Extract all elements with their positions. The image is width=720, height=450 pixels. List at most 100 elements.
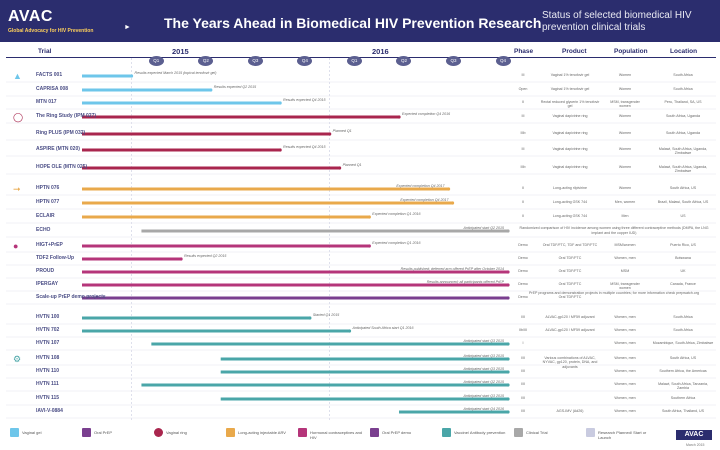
trial-population: MSM/women: [614, 242, 636, 247]
trial-location: South Africa, Uganda: [666, 130, 700, 135]
trial-population: Women: [618, 113, 632, 118]
population-column-header: Population: [614, 48, 648, 55]
trial-note: Anticipated start Q2 2015: [463, 380, 504, 384]
trial-location: Brazil, Malawi, South Africa, US: [657, 199, 709, 204]
trial-note: Anticipated start Q3 2015: [463, 339, 504, 343]
trial-location: Canada, France: [670, 281, 696, 286]
legend-label: Vaginal gel: [22, 430, 42, 435]
trial-bar: [82, 244, 370, 248]
footer-avac-logo: AVAC: [676, 430, 712, 440]
trial-note: Expected completion Q1 2016: [372, 241, 421, 245]
trial-location: South Africa: [673, 72, 693, 77]
status-subtitle: Status of selected biomedical HIV preven…: [542, 10, 692, 33]
trial-population: Women: [618, 146, 632, 151]
trial-end-marker: [367, 244, 371, 248]
trial-name: FACTS 001: [36, 72, 63, 78]
trial-name: CAPRISA 008: [36, 86, 69, 92]
avac-tagline: Global Advocacy for HIV Prevention: [8, 28, 94, 34]
trial-bar: [82, 215, 370, 219]
footer-date: March 2015: [686, 443, 705, 447]
legend-label: Clinical Trial: [526, 430, 548, 435]
trial-phase: III: [521, 113, 525, 118]
trial-population: Women, men: [614, 395, 636, 400]
trial-note: Expected completion Q4 2017: [400, 198, 449, 202]
trial-bar: [220, 397, 508, 401]
product-category-icon: ▲: [13, 71, 22, 81]
trial-note: Anticipated start Q3 2015: [463, 394, 504, 398]
trial-name: HVTN 110: [36, 368, 60, 374]
trial-product: Vaginal dapivirine ring: [552, 146, 588, 151]
trial-note: Anticipated start Q3 2015: [463, 367, 504, 371]
trial-population: Women, men: [614, 408, 636, 413]
trial-location: South Africa, US: [669, 185, 697, 190]
trial-bar: [82, 257, 182, 261]
trial-population: Men, women: [614, 199, 636, 204]
trial-phase: I/II: [521, 355, 525, 360]
trial-name: IPERGAY: [36, 281, 59, 287]
trial-bar: [82, 166, 340, 170]
trial-phase: IIIb: [520, 164, 526, 169]
trial-end-marker: [506, 283, 510, 287]
legend-swatch: [370, 428, 379, 437]
trial-product: Long-acting GSK 744: [552, 199, 588, 204]
trial-phase: I/II: [521, 408, 525, 413]
legend-swatch: [226, 428, 235, 437]
trial-end-marker: [506, 370, 510, 374]
trial-location: South Africa, Uganda: [666, 113, 700, 118]
trial-population: Women: [618, 185, 632, 190]
trial-end-marker: [179, 257, 183, 261]
trial-phase: I: [522, 340, 524, 345]
trial-location: South Africa: [673, 327, 693, 332]
trial-phase: III: [521, 146, 525, 151]
trial-name: The Ring Study (IPM 027): [36, 113, 97, 119]
trial-phase: II: [522, 213, 524, 218]
trial-population: MSM: [620, 268, 630, 273]
trial-note: Results expected Q4 2015: [283, 145, 326, 149]
trial-bar: [220, 357, 508, 361]
trial-end-marker: [278, 101, 282, 105]
trial-location: South Africa: [673, 86, 693, 91]
trial-product: Various combinations of ALVAC, NYVAC, gp…: [542, 355, 598, 369]
trial-bar: [82, 148, 281, 152]
trial-phase: II: [522, 185, 524, 190]
trial-population: Women, men: [614, 381, 636, 386]
legend-label: Vaginal ring: [166, 430, 187, 435]
trial-end-marker: [506, 342, 510, 346]
trial-product: ALVAC-gp120 / MF59 adjuvant: [545, 327, 595, 332]
trial-population: Women, men: [614, 368, 636, 373]
trial-end-marker: [450, 201, 455, 205]
legend-swatch: [586, 428, 595, 437]
trial-end-marker: [506, 383, 510, 387]
arrow-icon: ►: [124, 24, 131, 31]
trial-location: UK: [680, 268, 686, 273]
trial-end-marker: [347, 329, 352, 333]
trial-product: Vaginal dapivirine ring: [552, 164, 588, 169]
trial-end-marker: [328, 132, 332, 136]
trial-population: Women, men: [614, 255, 636, 260]
trial-bar: [141, 229, 508, 233]
trial-note: Expected completion Q4 2016: [402, 112, 451, 116]
trial-note: Results announced; all participants offe…: [426, 280, 504, 284]
trial-bar: [399, 410, 508, 414]
trial-phase: Demo: [518, 294, 528, 299]
trial-phase: III: [521, 72, 525, 77]
trial-product: Vaginal 1% tenofovir gel: [550, 72, 590, 77]
trial-population: MSM, transgender women: [610, 281, 640, 291]
trial-population: Women, men: [614, 355, 636, 360]
trial-end-marker: [506, 229, 510, 233]
trial-product: AGS-IMV (Ad26): [556, 408, 584, 413]
trial-phase: Demo: [518, 255, 528, 260]
trial-phase: II: [522, 99, 524, 104]
trial-location: Botswana: [675, 255, 691, 260]
quarter-marker: Q2: [198, 56, 214, 66]
trial-bar: [82, 88, 211, 92]
trial-bar: [82, 270, 508, 274]
trial-location: Southern Africa, the Americas: [659, 368, 707, 373]
trial-bar: [151, 342, 509, 346]
legend-label: Research Planned/ Start or Launch: [598, 430, 647, 440]
trial-product: Oral TDF/FTC: [558, 281, 582, 286]
trial-bar: [82, 329, 350, 333]
trial-product: Rectal reduced glycerin 1% tenofovir gel: [540, 99, 600, 109]
trial-location: South Africa: [673, 314, 693, 319]
year-label-2015: 2015: [172, 47, 189, 56]
